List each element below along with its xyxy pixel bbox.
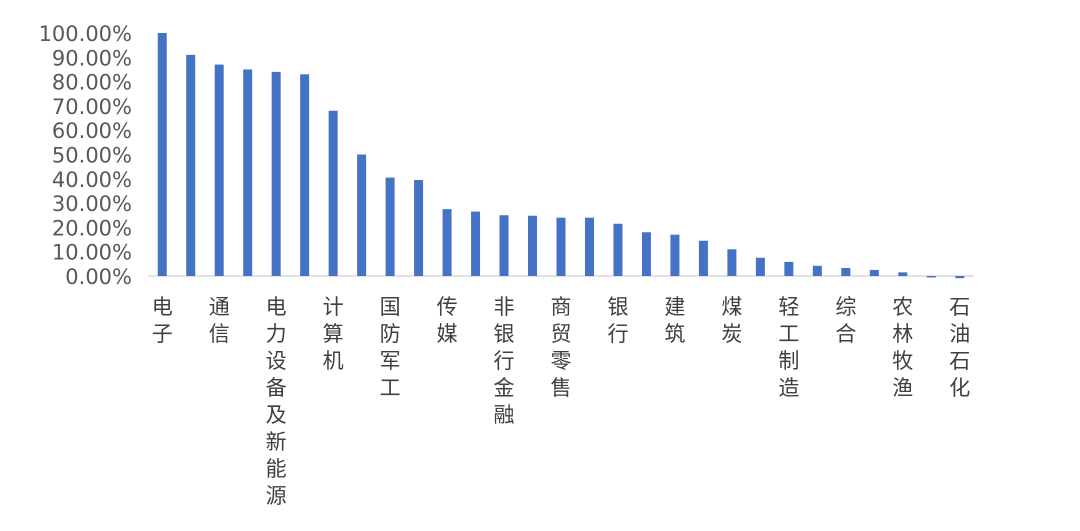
x-tick-label: 计算机 <box>323 295 344 373</box>
bar <box>499 215 509 276</box>
x-tick-label: 电子 <box>152 295 173 346</box>
x-tick-label: 商贸零售 <box>551 295 572 400</box>
y-tick-label: 70.00% <box>52 95 132 119</box>
bar <box>584 217 594 276</box>
y-tick-label: 90.00% <box>52 46 132 70</box>
bar <box>812 265 822 276</box>
bar <box>157 33 167 276</box>
bar <box>869 269 879 276</box>
bar <box>556 217 566 276</box>
bar <box>755 257 765 276</box>
bar <box>898 272 908 276</box>
y-tick-label: 60.00% <box>52 119 132 143</box>
bar <box>641 232 651 276</box>
y-axis: 0.00%10.00%20.00%30.00%40.00%50.00%60.00… <box>39 22 132 289</box>
bar <box>300 74 310 276</box>
y-tick-label: 0.00% <box>65 265 132 289</box>
x-tick-label: 建筑 <box>664 295 685 346</box>
x-tick-label: 石油石化 <box>949 295 970 400</box>
bar <box>328 110 338 276</box>
bar <box>784 261 794 276</box>
bar <box>186 54 196 277</box>
x-tick-label: 轻工制造 <box>778 295 799 400</box>
x-tick-label: 电力设备及新能源 <box>266 295 287 508</box>
bar <box>385 177 395 276</box>
bar <box>442 209 452 276</box>
bar <box>727 249 737 276</box>
x-tick-label: 综合 <box>835 295 856 346</box>
x-tick-label: 煤炭 <box>721 295 742 346</box>
bar <box>414 180 424 276</box>
bar <box>214 64 224 276</box>
bar <box>926 276 936 278</box>
bar <box>613 223 623 276</box>
bar <box>357 154 367 276</box>
bar <box>528 215 538 276</box>
y-tick-label: 50.00% <box>52 144 132 168</box>
y-tick-label: 10.00% <box>52 241 132 265</box>
y-tick-label: 100.00% <box>39 22 132 46</box>
bar <box>841 267 851 276</box>
bars <box>157 33 965 279</box>
x-tick-label: 通信 <box>209 295 230 346</box>
x-tick-label: 传媒 <box>437 295 458 346</box>
bar <box>670 234 680 276</box>
bar <box>243 69 253 276</box>
bar <box>471 211 481 276</box>
y-tick-label: 30.00% <box>52 192 132 216</box>
x-tick-label: 非银行金融 <box>494 295 515 427</box>
y-tick-label: 20.00% <box>52 216 132 240</box>
bar <box>271 71 281 276</box>
y-tick-label: 80.00% <box>52 71 132 95</box>
x-tick-label: 银行 <box>607 295 628 346</box>
x-tick-label: 国防军工 <box>380 295 401 400</box>
y-tick-label: 40.00% <box>52 168 132 192</box>
x-tick-label: 农林牧渔 <box>892 295 913 400</box>
bar <box>698 240 708 276</box>
bar <box>955 276 965 279</box>
